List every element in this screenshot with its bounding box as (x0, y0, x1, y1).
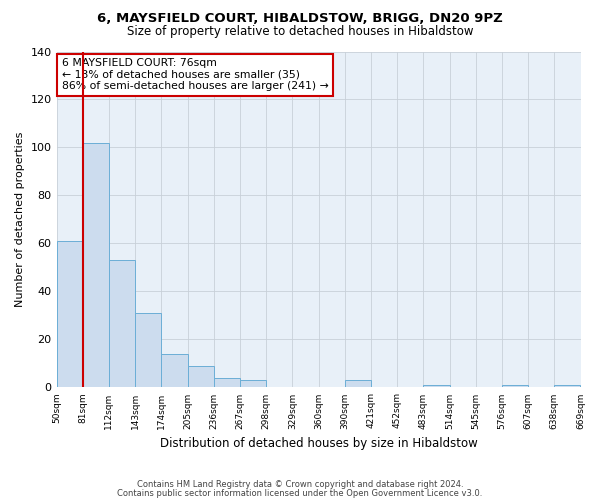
Bar (188, 366, 214, 388)
Text: 6, MAYSFIELD COURT, HIBALDSTOW, BRIGG, DN20 9PZ: 6, MAYSFIELD COURT, HIBALDSTOW, BRIGG, D… (97, 12, 503, 26)
Bar (502, 385, 528, 388)
Bar (83, 142, 109, 388)
Bar (554, 385, 580, 388)
Bar (109, 260, 135, 388)
X-axis label: Distribution of detached houses by size in Hibaldstow: Distribution of detached houses by size … (160, 437, 478, 450)
Bar (135, 313, 161, 388)
Bar (161, 354, 188, 388)
Bar (214, 378, 240, 388)
Bar (345, 380, 371, 388)
Y-axis label: Number of detached properties: Number of detached properties (15, 132, 25, 307)
Bar (240, 380, 266, 388)
Text: Contains public sector information licensed under the Open Government Licence v3: Contains public sector information licen… (118, 488, 482, 498)
Bar (424, 385, 449, 388)
Text: 6 MAYSFIELD COURT: 76sqm
← 13% of detached houses are smaller (35)
86% of semi-d: 6 MAYSFIELD COURT: 76sqm ← 13% of detach… (62, 58, 329, 92)
Text: Size of property relative to detached houses in Hibaldstow: Size of property relative to detached ho… (127, 25, 473, 38)
Bar (56, 241, 83, 388)
Text: Contains HM Land Registry data © Crown copyright and database right 2024.: Contains HM Land Registry data © Crown c… (137, 480, 463, 489)
